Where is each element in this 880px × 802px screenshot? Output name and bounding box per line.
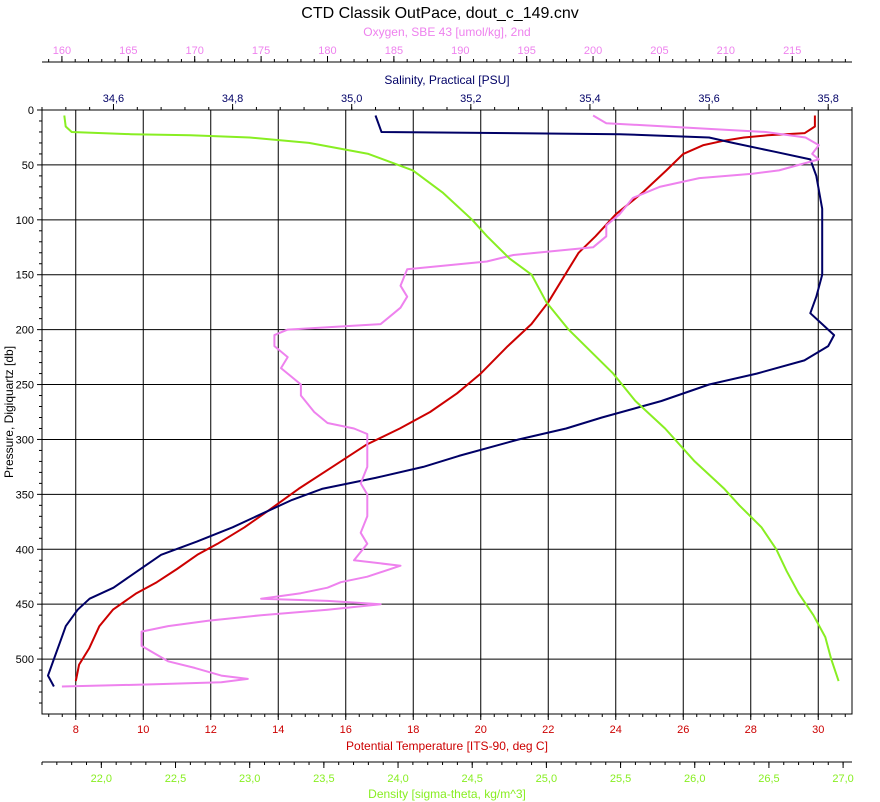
salinity-tick-label: 35,0 xyxy=(341,93,362,105)
y-tick-label: 200 xyxy=(16,325,34,337)
density-tick-label: 22,0 xyxy=(91,773,112,785)
temperature-tick-label: 8 xyxy=(73,724,79,736)
temperature-tick-label: 30 xyxy=(812,724,824,736)
y-tick-label: 0 xyxy=(28,105,34,117)
temperature-profile-line xyxy=(74,115,816,682)
y-tick-label: 100 xyxy=(16,215,34,227)
oxygen-profile-line xyxy=(61,114,820,688)
y-tick-label: 500 xyxy=(16,654,34,666)
density-tick-label: 22,5 xyxy=(165,773,186,785)
oxygen-tick-label: 195 xyxy=(517,45,535,57)
oxygen-axis-label: Oxygen, SBE 43 [umol/kg], 2nd xyxy=(363,25,530,39)
temperature-axis-label: Potential Temperature [ITS-90, deg C] xyxy=(346,739,548,753)
density-tick-label: 25,0 xyxy=(536,773,557,785)
density-tick-label: 24,0 xyxy=(387,773,408,785)
salinity-tick-label: 35,2 xyxy=(460,93,481,105)
y-tick-label: 300 xyxy=(16,434,34,446)
oxygen-tick-label: 180 xyxy=(318,45,336,57)
density-tick-label: 23,0 xyxy=(239,773,260,785)
temperature-tick-label: 10 xyxy=(137,724,149,736)
oxygen-tick-label: 185 xyxy=(385,45,403,57)
temperature-tick-label: 18 xyxy=(407,724,419,736)
density-tick-label: 27,0 xyxy=(832,773,853,785)
oxygen-tick-label: 165 xyxy=(119,45,137,57)
y-tick-label: 450 xyxy=(16,599,34,611)
oxygen-tick-label: 170 xyxy=(186,45,204,57)
salinity-tick-label: 35,6 xyxy=(698,93,719,105)
temperature-tick-label: 14 xyxy=(272,724,284,736)
temperature-tick-label: 22 xyxy=(542,724,554,736)
salinity-tick-label: 35,8 xyxy=(817,93,838,105)
oxygen-tick-label: 160 xyxy=(53,45,71,57)
data-series xyxy=(47,114,840,688)
grid-lines xyxy=(42,109,852,714)
temperature-tick-label: 26 xyxy=(677,724,689,736)
temperature-tick-label: 20 xyxy=(475,724,487,736)
y-tick-label: 400 xyxy=(16,544,34,556)
oxygen-tick-label: 175 xyxy=(252,45,270,57)
y-tick-label: 150 xyxy=(16,270,34,282)
salinity-axis-label: Salinity, Practical [PSU] xyxy=(384,73,509,87)
temperature-tick-label: 12 xyxy=(205,724,217,736)
oxygen-tick-label: 215 xyxy=(783,45,801,57)
temperature-tick-label: 16 xyxy=(340,724,352,736)
salinity-profile-line xyxy=(47,115,836,687)
y-tick-label: 350 xyxy=(16,489,34,501)
y-axis-label: Pressure, Digiquartz [db] xyxy=(2,346,16,478)
plot-frame xyxy=(41,109,853,715)
oxygen-tick-label: 205 xyxy=(650,45,668,57)
y-tick-label: 50 xyxy=(22,160,34,172)
salinity-tick-label: 34,8 xyxy=(222,93,243,105)
density-tick-label: 23,5 xyxy=(313,773,334,785)
salinity-tick-label: 35,4 xyxy=(579,93,600,105)
density-tick-label: 26,0 xyxy=(684,773,705,785)
density-profile-line xyxy=(63,115,840,682)
salinity-tick-label: 34,6 xyxy=(103,93,124,105)
y-tick-label: 250 xyxy=(16,380,34,392)
density-axis-label: Density [sigma-theta, kg/m^3] xyxy=(368,787,526,801)
temperature-tick-label: 28 xyxy=(745,724,757,736)
density-tick-label: 25,5 xyxy=(610,773,631,785)
oxygen-tick-label: 190 xyxy=(451,45,469,57)
chart-title: CTD Classik OutPace, dout_c_149.cnv xyxy=(301,5,578,22)
density-tick-label: 24,5 xyxy=(462,773,483,785)
density-tick-label: 26,5 xyxy=(758,773,779,785)
temperature-tick-label: 24 xyxy=(610,724,622,736)
oxygen-tick-label: 200 xyxy=(584,45,602,57)
oxygen-tick-label: 210 xyxy=(717,45,735,57)
